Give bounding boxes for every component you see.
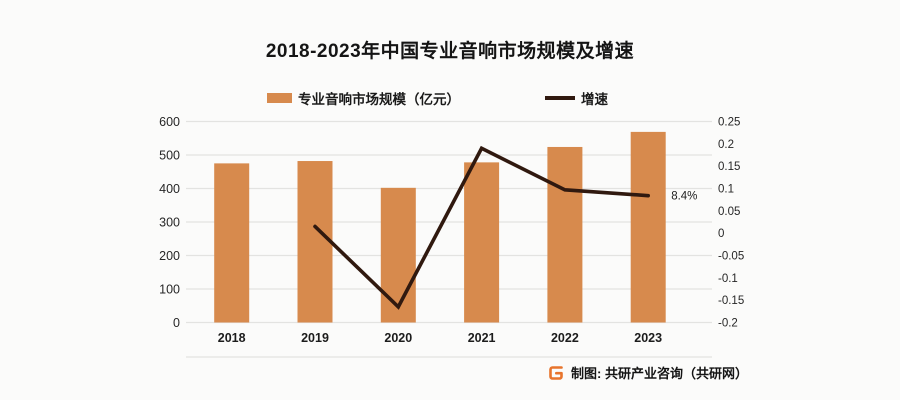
right-axis-tick: -0.2 [718,318,738,330]
source-credit-text: 制图: 共研产业咨询（共研网） [571,366,748,381]
gongyan-logo-icon [548,365,564,381]
x-axis-label: 2021 [468,331,496,345]
bar-2023 [630,131,666,323]
left-axis-tick: 600 [159,115,180,129]
x-axis-label: 2019 [301,331,329,345]
right-axis-tick: 0.2 [718,139,734,151]
x-axis-label: 2020 [384,331,412,345]
bar-2022 [547,146,583,323]
growth-annotation: 8.4% [671,191,697,203]
right-axis-tick: -0.1 [718,273,738,285]
legend-item-market-size: 专业音响市场规模（亿元） [267,88,460,108]
bar-series-swatch [267,93,292,103]
right-axis-tick: 0 [718,228,724,240]
legend-item-growth-rate: 增速 [545,88,608,108]
legend-bar-label: 专业音响市场规模（亿元） [298,92,460,107]
x-axis-label: 2022 [551,331,579,345]
right-axis-tick: -0.15 [718,295,744,307]
left-axis-tick: 200 [159,249,180,263]
left-axis-tick: 0 [173,316,180,330]
legend-line-label: 增速 [581,92,608,107]
bar-2021 [464,162,500,323]
left-axis-tick: 400 [159,182,180,196]
growth-line [313,145,651,310]
x-axis-label: 2023 [634,331,662,345]
bar-2018 [214,163,250,323]
right-axis-tick: 0.15 [718,161,740,173]
left-axis-tick: 300 [159,216,180,230]
source-credit: 制图: 共研产业咨询（共研网） [548,363,748,382]
bar-2019 [297,161,333,323]
bar-2020 [380,187,416,323]
line-series-swatch [545,96,575,100]
right-axis-tick: 0.1 [718,184,734,196]
left-axis-tick: 500 [159,149,180,163]
right-axis-tick: 0.25 [718,117,740,129]
right-axis-tick: 0.05 [718,206,740,218]
chart-title: 2018-2023年中国专业音响市场规模及增速 [265,41,635,62]
left-axis-tick: 100 [159,283,180,297]
right-axis-tick: -0.05 [718,251,744,263]
x-axis-label: 2018 [218,331,246,345]
